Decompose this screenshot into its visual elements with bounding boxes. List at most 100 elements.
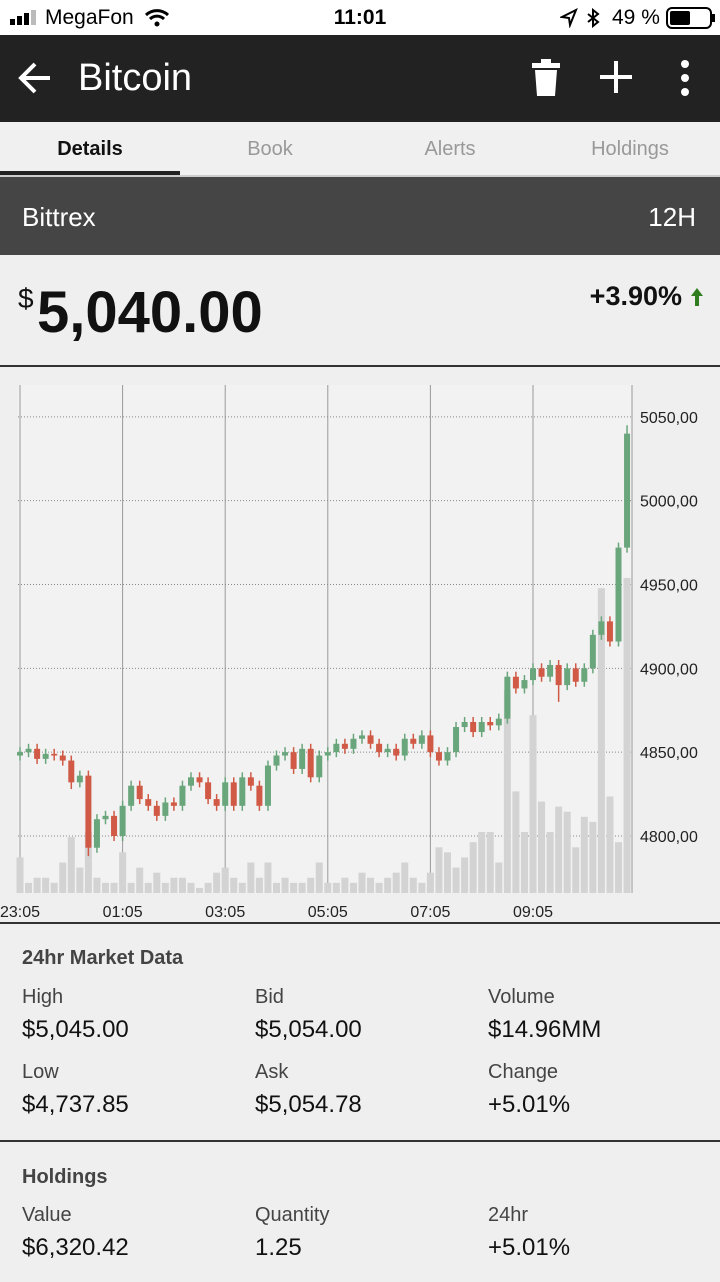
x-tick-label: 01:05 bbox=[103, 904, 143, 921]
wifi-icon bbox=[144, 9, 170, 27]
volume-bar bbox=[204, 882, 212, 893]
candle-body bbox=[512, 676, 519, 689]
volume-bar bbox=[136, 867, 144, 893]
price-change: +3.90% bbox=[589, 281, 682, 311]
battery-icon bbox=[666, 7, 715, 29]
volume-bar bbox=[409, 877, 417, 893]
candle-body bbox=[145, 799, 152, 806]
volume-bar bbox=[59, 862, 67, 893]
volume-bar bbox=[290, 882, 298, 893]
candle-body bbox=[196, 777, 203, 783]
candle-body bbox=[376, 743, 383, 753]
y-tick-label: 4850,00 bbox=[640, 745, 698, 762]
volume-bar bbox=[418, 882, 426, 893]
volume-bar bbox=[469, 842, 477, 893]
candle-body bbox=[401, 738, 408, 756]
candle-body bbox=[598, 621, 605, 635]
volume-bar bbox=[367, 877, 375, 893]
section-title: Holdings bbox=[22, 1166, 108, 1188]
volume-bar bbox=[298, 882, 306, 893]
candle-body bbox=[333, 743, 340, 753]
price-value: 5,040.00 bbox=[37, 280, 263, 345]
add-button[interactable] bbox=[598, 59, 634, 95]
candlestick-chart: 23:05 01:05 03:05 05:05 07:05 09:05 4800,00 485… bbox=[0, 385, 698, 921]
volume-bar bbox=[273, 882, 280, 893]
candle-body bbox=[341, 743, 348, 749]
volume-bar bbox=[332, 882, 340, 893]
volume-bar bbox=[572, 847, 580, 893]
volume-bar bbox=[589, 821, 597, 893]
candle-body bbox=[102, 815, 109, 820]
candle-body bbox=[247, 777, 254, 786]
volume-bar bbox=[153, 872, 161, 893]
volume-bar bbox=[221, 867, 229, 893]
holdings-section: Holdings Value $6,320.42 Quantity 1.25 24hr +… bbox=[0, 1140, 720, 1282]
candle-body bbox=[461, 721, 468, 728]
tab[interactable]: Alerts bbox=[424, 138, 476, 160]
candle-body bbox=[59, 755, 66, 761]
candle-body bbox=[410, 738, 417, 744]
tab[interactable]: Details bbox=[0, 122, 180, 175]
candle-body bbox=[615, 547, 622, 642]
data-label: Volume bbox=[488, 986, 555, 1008]
volume-bar bbox=[461, 857, 469, 893]
volume-bar bbox=[375, 882, 383, 893]
candle-body bbox=[230, 782, 237, 806]
exchange-name[interactable]: Bittrex bbox=[22, 202, 96, 232]
x-tick-label: 05:05 bbox=[308, 904, 348, 921]
candle-body bbox=[435, 752, 442, 761]
volume-bar bbox=[42, 877, 50, 893]
candle-body bbox=[85, 775, 92, 848]
candle-body bbox=[470, 721, 477, 733]
volume-bar bbox=[110, 882, 118, 893]
data-value: +5.01% bbox=[488, 1234, 571, 1261]
candle-body bbox=[205, 782, 212, 800]
location-bt-icons bbox=[560, 8, 600, 28]
delete-button[interactable] bbox=[532, 59, 560, 97]
volume-bar bbox=[529, 715, 537, 893]
candle-body bbox=[264, 765, 271, 806]
volume-bar bbox=[187, 882, 195, 893]
candle-body bbox=[34, 748, 41, 759]
candle-body bbox=[555, 664, 562, 686]
y-tick-label: 4900,00 bbox=[640, 661, 698, 678]
data-value: $5,054.78 bbox=[255, 1091, 362, 1118]
candle-body bbox=[256, 785, 263, 806]
volume-bar bbox=[247, 862, 255, 893]
candle-body bbox=[530, 668, 536, 681]
volume-bar bbox=[238, 882, 246, 893]
volume-bar bbox=[478, 832, 486, 893]
time-range[interactable]: 12H bbox=[648, 202, 696, 232]
volume-bar bbox=[503, 689, 511, 893]
volume-bar bbox=[315, 862, 323, 893]
candle-body bbox=[222, 782, 229, 806]
menu-button[interactable] bbox=[678, 59, 692, 97]
candle-body bbox=[93, 819, 100, 848]
x-tick-label: 07:05 bbox=[410, 904, 450, 921]
data-label: Value bbox=[22, 1204, 72, 1226]
volume-bar bbox=[93, 877, 101, 893]
candle-body bbox=[25, 748, 32, 753]
volume-bar bbox=[444, 852, 451, 893]
candle-body bbox=[427, 735, 434, 753]
volume-bar bbox=[520, 832, 528, 893]
tab[interactable]: Holdings bbox=[591, 138, 669, 160]
volume-bar bbox=[512, 791, 520, 893]
volume-bar bbox=[50, 882, 58, 893]
candle-body bbox=[487, 721, 494, 726]
volume-bar bbox=[341, 877, 349, 893]
up-arrow bbox=[691, 288, 703, 306]
candle-body bbox=[564, 668, 571, 686]
tab-bar: Details Book Alerts Holdings bbox=[0, 122, 720, 177]
volume-bar bbox=[384, 877, 392, 893]
candle-body bbox=[179, 785, 186, 806]
volume-bar bbox=[435, 847, 443, 893]
back-button[interactable] bbox=[18, 61, 54, 95]
clock: 11:01 bbox=[333, 6, 387, 29]
volume-bar bbox=[230, 877, 238, 893]
price-panel: $ 5,040.00 +3.90% bbox=[0, 255, 720, 367]
volume-bar bbox=[25, 882, 33, 893]
volume-bar bbox=[213, 872, 221, 893]
tab[interactable]: Book bbox=[247, 138, 293, 160]
